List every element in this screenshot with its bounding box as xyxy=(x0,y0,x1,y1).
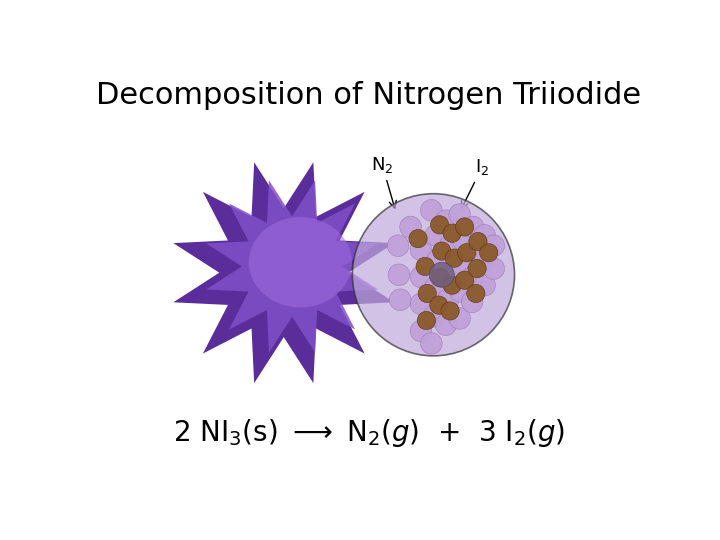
Circle shape xyxy=(418,285,436,302)
Ellipse shape xyxy=(249,217,352,307)
Circle shape xyxy=(409,230,427,248)
Circle shape xyxy=(483,258,505,279)
Circle shape xyxy=(387,235,409,256)
Circle shape xyxy=(474,274,495,296)
Circle shape xyxy=(437,289,459,310)
Circle shape xyxy=(420,199,442,221)
Circle shape xyxy=(445,249,464,267)
Circle shape xyxy=(417,312,436,329)
Circle shape xyxy=(462,291,483,313)
Circle shape xyxy=(464,239,486,261)
Circle shape xyxy=(467,285,485,302)
Circle shape xyxy=(425,225,446,246)
Text: N$_2$: N$_2$ xyxy=(371,155,396,208)
Circle shape xyxy=(451,255,473,277)
Circle shape xyxy=(390,289,411,310)
Circle shape xyxy=(410,320,432,342)
Text: I$_2$: I$_2$ xyxy=(462,157,490,208)
Circle shape xyxy=(480,244,498,262)
Circle shape xyxy=(443,224,462,242)
Circle shape xyxy=(427,249,449,271)
Circle shape xyxy=(410,239,432,261)
Circle shape xyxy=(450,281,472,302)
Text: Decomposition of Nitrogen Triiodide: Decomposition of Nitrogen Triiodide xyxy=(96,82,642,111)
Circle shape xyxy=(468,259,486,278)
Circle shape xyxy=(469,232,487,251)
Circle shape xyxy=(462,216,484,238)
Circle shape xyxy=(458,244,476,262)
Circle shape xyxy=(431,216,449,234)
Circle shape xyxy=(439,262,461,284)
Circle shape xyxy=(449,204,470,225)
Circle shape xyxy=(410,293,432,315)
Polygon shape xyxy=(174,162,395,383)
Circle shape xyxy=(439,235,461,256)
Circle shape xyxy=(483,235,505,256)
Circle shape xyxy=(388,264,410,286)
Circle shape xyxy=(474,249,496,271)
Circle shape xyxy=(456,271,474,289)
Circle shape xyxy=(441,302,459,320)
Circle shape xyxy=(410,266,432,288)
Circle shape xyxy=(435,210,456,232)
Circle shape xyxy=(425,276,446,298)
Circle shape xyxy=(456,218,474,236)
Circle shape xyxy=(435,314,456,335)
Circle shape xyxy=(400,216,421,238)
Circle shape xyxy=(462,266,484,288)
Circle shape xyxy=(451,228,473,250)
Circle shape xyxy=(449,308,470,329)
Circle shape xyxy=(433,242,451,260)
Circle shape xyxy=(423,306,444,327)
Circle shape xyxy=(416,258,434,275)
Text: 2 NI$_3$(s) $\longrightarrow$ N$_2$($g$)  +  3 I$_2$($g$): 2 NI$_3$(s) $\longrightarrow$ N$_2$($g$)… xyxy=(173,417,565,449)
Circle shape xyxy=(474,225,495,246)
Polygon shape xyxy=(206,180,378,353)
Circle shape xyxy=(352,194,515,356)
Circle shape xyxy=(420,333,442,354)
Circle shape xyxy=(429,262,454,287)
Circle shape xyxy=(431,268,450,287)
Circle shape xyxy=(443,276,462,294)
Circle shape xyxy=(430,296,448,314)
